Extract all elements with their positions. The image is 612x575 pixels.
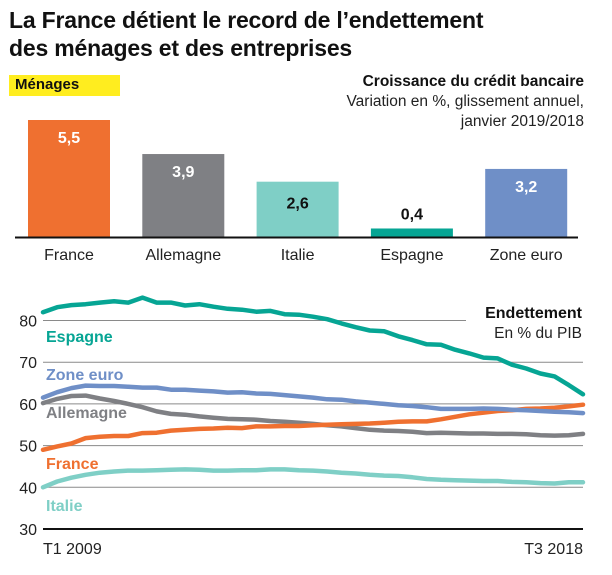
y-tick-label-80: 80	[19, 314, 37, 331]
page-title: La France détient le record de l’endette…	[9, 6, 609, 62]
bar-allemagne	[142, 154, 225, 237]
x-start-label: T1 2009	[43, 541, 102, 558]
bar-zone-euro	[485, 168, 568, 237]
series-label-zone-euro: Zone euro	[46, 367, 124, 384]
line-chart-header: Endettement En % du PIB	[485, 303, 582, 344]
bar-category-label-italie: Italie	[281, 247, 315, 264]
section-tag-label: Ménages	[15, 76, 80, 93]
bar-category-label-allemagne: Allemagne	[145, 247, 221, 264]
bar-chart: 5,5 France 3,9 Allemagne 2,6 Italie 0,4 Espagne…	[15, 120, 578, 264]
series-line-espagne	[40, 295, 586, 397]
y-tick-label-70: 70	[19, 355, 37, 372]
bar-value-label-espagne: 0,4	[401, 206, 423, 223]
line-chart-subtitle: En % du PIB	[494, 325, 582, 342]
series-label-espagne: Espagne	[46, 329, 113, 346]
bar-value-label-allemagne: 3,9	[172, 164, 194, 181]
bar-value-label-italie: 2,6	[286, 196, 308, 213]
y-tick-label-40: 40	[19, 480, 37, 497]
bar-category-label-france: France	[44, 247, 94, 264]
bar-value-label-zone-euro: 3,2	[515, 179, 537, 196]
bar-espagne	[370, 228, 453, 237]
title-line-2: des ménages et des entreprises	[9, 35, 352, 61]
series-label-italie: Italie	[46, 498, 83, 515]
bar-france	[28, 120, 110, 237]
bar-category-label-zone-euro: Zone euro	[490, 247, 563, 264]
bar-category-label-espagne: Espagne	[380, 247, 443, 264]
section-tag-menages: Ménages	[9, 75, 120, 96]
bar-chart-subtitle-2: janvier 2019/2018	[460, 113, 584, 130]
series-line-france	[40, 402, 586, 453]
line-chart: 30 40 50 60 70 80 T1 2009 T3 2018 Italie Allemag…	[19, 295, 586, 558]
x-end-label: T3 2018	[524, 541, 583, 558]
bar-italie	[256, 181, 339, 237]
series-line-italie	[40, 467, 586, 490]
y-tick-label-50: 50	[19, 439, 37, 456]
title-line-1: La France détient le record de l’endette…	[9, 7, 484, 33]
series-line-zone-euro	[40, 383, 586, 416]
bar-value-label-france: 5,5	[58, 130, 80, 147]
bar-chart-subtitle-1: Variation en %, glissement annuel,	[346, 93, 584, 110]
line-chart-title: Endettement	[485, 305, 582, 322]
y-tick-label-30: 30	[19, 522, 37, 539]
bar-chart-header: Croissance du crédit bancaire Variation …	[346, 71, 584, 132]
bar-chart-title: Croissance du crédit bancaire	[362, 73, 584, 90]
series-label-allemagne: Allemagne	[46, 405, 127, 422]
series-label-france: France	[46, 456, 99, 473]
y-tick-label-60: 60	[19, 397, 37, 414]
